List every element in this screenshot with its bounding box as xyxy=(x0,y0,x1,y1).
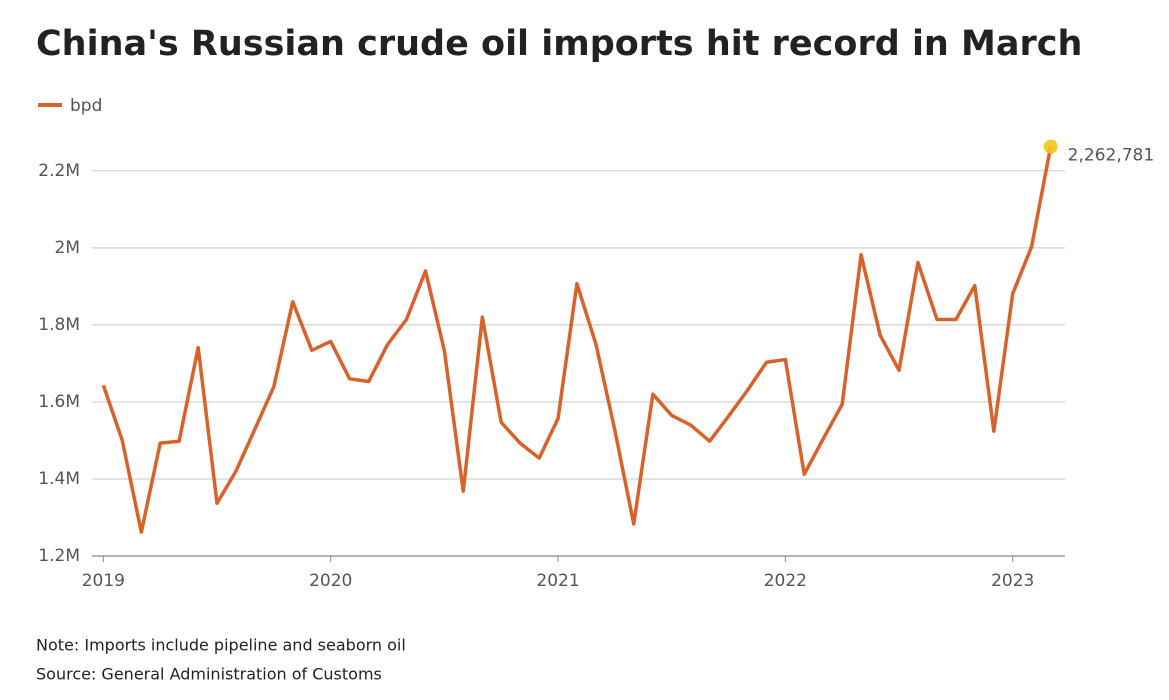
value-label: 2,262,781 xyxy=(1068,146,1155,166)
line xyxy=(101,146,1053,534)
x-tick-label: 2023 xyxy=(991,571,1034,591)
y-tick-label: 1.8M xyxy=(38,315,80,335)
x-tick-label: 2019 xyxy=(82,571,125,591)
y-tick-label: 1.6M xyxy=(38,392,80,412)
source: Source: General Administration of Custom… xyxy=(36,665,382,684)
y-tick-label: 1.2M xyxy=(38,546,80,566)
highlight-dot xyxy=(1043,139,1058,154)
y-tick-label: 2.2M xyxy=(38,161,80,181)
legend-label: bpd xyxy=(70,96,102,116)
y-tick-label: 1.4M xyxy=(38,469,80,489)
chart-title: China's Russian crude oil imports hit re… xyxy=(36,24,1082,64)
y-tick-label: 2M xyxy=(55,238,80,258)
x-tick-label: 2020 xyxy=(309,571,352,591)
x-tick-label: 2021 xyxy=(536,571,579,591)
x-tick-label: 2022 xyxy=(764,571,807,591)
note: Note: Imports include pipeline and seabo… xyxy=(36,636,406,655)
